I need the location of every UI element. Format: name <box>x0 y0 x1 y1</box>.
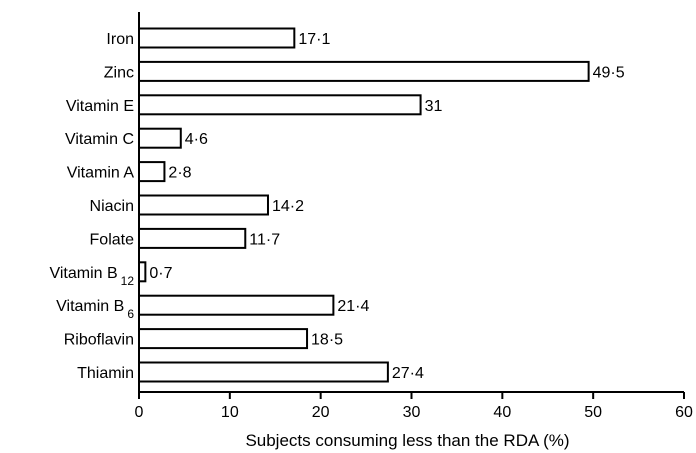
category-label: Riboflavin <box>64 332 134 349</box>
x-tick-label: 0 <box>135 404 144 421</box>
bar <box>138 127 182 149</box>
x-axis-title: Subjects consuming less than the RDA (%) <box>245 431 569 450</box>
x-ticks: 0 10 20 30 40 50 60 <box>135 392 693 421</box>
category-label: Niacin <box>90 198 134 215</box>
data-label: 2·8 <box>168 165 191 182</box>
x-tick-label: 30 <box>403 404 421 421</box>
category-label: Vitamin B 12 <box>49 265 134 288</box>
category-label: Iron <box>106 31 134 48</box>
data-label: 49·5 <box>593 64 625 81</box>
bar <box>138 328 309 350</box>
bar <box>138 227 247 249</box>
x-tick-label: 60 <box>675 404 693 421</box>
x-tick-label: 20 <box>312 404 330 421</box>
category-label: Vitamin A <box>67 165 135 182</box>
bar <box>138 194 269 216</box>
bar <box>138 60 590 82</box>
bar <box>138 27 296 49</box>
x-tick-label: 40 <box>493 404 511 421</box>
data-label: 21·4 <box>337 298 369 315</box>
category-label: Thiamin <box>77 365 134 382</box>
bar <box>138 294 335 316</box>
x-tick-label: 10 <box>221 404 239 421</box>
category-label: Zinc <box>104 64 134 81</box>
data-label: 18·5 <box>311 332 343 349</box>
data-label: 11·7 <box>249 231 280 248</box>
bar <box>138 361 389 383</box>
bar <box>138 161 166 183</box>
data-label: 31 <box>425 98 443 115</box>
category-label: Vitamin C <box>65 131 134 148</box>
category-labels: Iron Zinc Vitamin E Vitamin C Vitamin A Niaci… <box>49 31 134 382</box>
bars-layer <box>138 27 590 383</box>
x-tick-label: 50 <box>584 404 602 421</box>
data-label: 0·7 <box>149 265 172 282</box>
data-label: 27·4 <box>392 365 424 382</box>
data-label: 17·1 <box>298 31 330 48</box>
data-label: 4·6 <box>185 131 208 148</box>
category-label: Vitamin E <box>66 98 134 115</box>
data-label: 14·2 <box>272 198 304 215</box>
bar <box>138 94 422 116</box>
category-label: Folate <box>90 231 135 248</box>
data-labels: 17·1 49·5 31 4·6 2·8 14·2 11·7 0·7 21·4 18·5 27·4 <box>149 31 624 382</box>
